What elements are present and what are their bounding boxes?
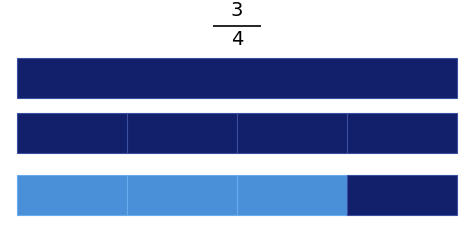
Bar	[347, 113, 457, 153]
Bar	[127, 113, 237, 153]
Bar	[237, 175, 347, 215]
Bar	[347, 175, 457, 215]
Text: 3: 3	[231, 1, 243, 20]
Bar	[17, 113, 127, 153]
Bar	[17, 58, 457, 98]
Text: 4: 4	[231, 30, 243, 49]
Bar	[17, 175, 127, 215]
Bar	[127, 175, 237, 215]
Bar	[237, 113, 347, 153]
